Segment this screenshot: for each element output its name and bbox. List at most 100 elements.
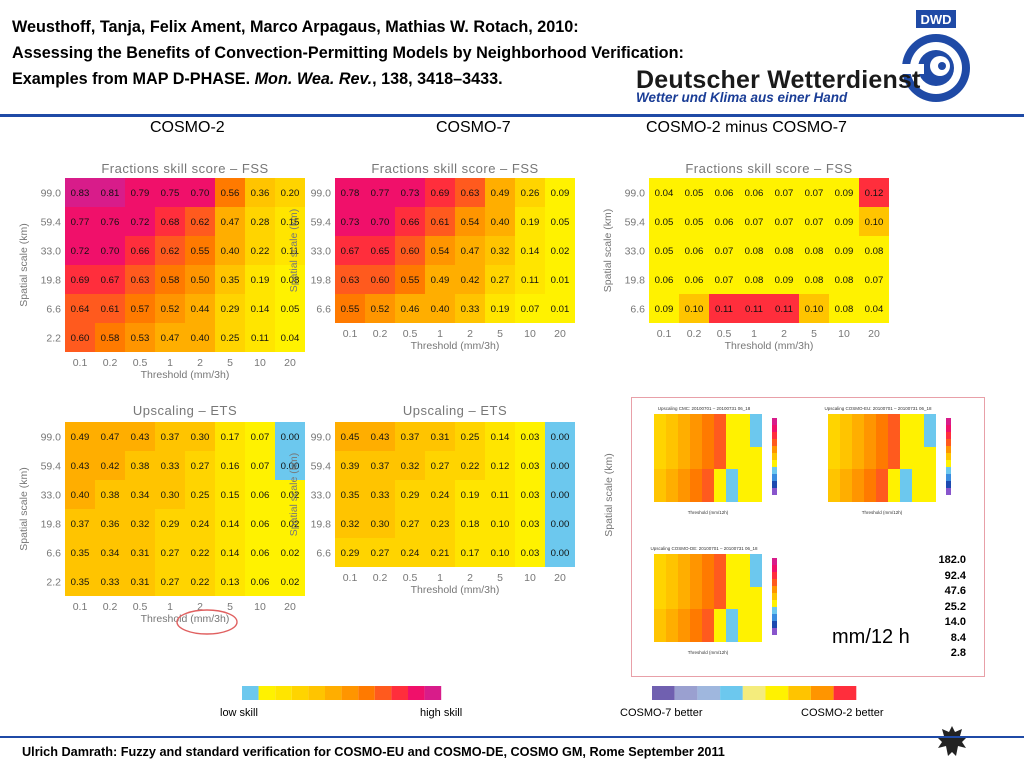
heatmap-cell [829,207,859,236]
cell-value: 0.07 [745,217,764,228]
heatmap-cell [65,323,95,352]
header-divider [0,114,1024,117]
cell-value: 0.52 [371,304,390,315]
cell-value: 0.09 [551,188,570,199]
x-tick-label: 20 [868,328,880,340]
mini-cell [714,576,726,587]
cell-value: 0.29 [341,548,360,559]
precip-unit-label: mm/12 h [832,626,910,648]
heatmap-cell [799,265,829,294]
cell-value: 0.05 [281,304,300,315]
legend-value: 2.8 [950,647,966,659]
cell-value: 0.05 [655,217,674,228]
heatmap-cell [859,294,889,323]
heatmap-cell [275,422,305,451]
mini-cell [852,436,864,447]
mini-cell [666,480,678,491]
diff-colorbar-swatch [788,686,811,700]
heatmap-cell [739,294,769,323]
heatmap-cell [185,422,215,451]
heatmap-cell [275,323,305,352]
mini-cell [750,491,762,502]
mini-cell [666,598,678,609]
heatmap-cell [859,178,889,207]
heatmap-cell [215,567,245,596]
mini-cell [738,447,750,458]
heatmap-cell [679,294,709,323]
mini-cell [678,480,690,491]
x-tick-label: 0.5 [403,328,418,340]
cell-value: 0.55 [341,304,360,315]
x-tick-label: 1 [751,328,757,340]
x-axis-label: Threshold (mm/3h) [411,340,500,352]
cell-value: 0.11 [281,246,299,257]
cell-value: 0.14 [491,432,510,443]
cell-value: 0.75 [161,188,180,199]
cell-value: 0.21 [431,548,450,559]
y-tick-label: 59.4 [41,461,62,473]
heatmap-cell [275,567,305,596]
mini-cell [750,554,762,565]
mini-cell [876,480,888,491]
mini-cell [666,436,678,447]
cell-value: 0.69 [71,275,90,286]
x-tick-label: 1 [437,572,443,584]
x-tick-label: 5 [227,357,233,369]
mini-colorbar-swatch [772,565,777,572]
cell-value: 0.24 [191,519,210,530]
mini-cell [690,447,702,458]
cell-value: 0.62 [191,217,210,228]
mini-cell [738,609,750,620]
mini-cell [876,447,888,458]
mini-cell [690,554,702,565]
mini-title: Upscaling CMC: 20100701 – 20100731 06_18 [658,406,751,411]
heatmap-cell [455,509,485,538]
y-tick-label: 19.8 [311,519,332,531]
heatmap-cell [739,178,769,207]
heatmap-cell [125,451,155,480]
mini-colorbar-swatch [946,425,951,432]
y-tick-label: 6.6 [46,548,61,560]
mini-cell [726,587,738,598]
heatmap-panel: Fractions skill score – FSS 0.78 0.77 0.73 0… [288,161,575,352]
y-tick-label: 19.8 [41,275,62,287]
panel-title: Upscaling – ETS [133,403,237,418]
cell-value: 0.15 [221,490,240,501]
heatmap-cell [455,422,485,451]
cell-value: 0.58 [161,275,180,286]
cell-value: 0.47 [461,246,480,257]
mini-cell [900,469,912,480]
panel-title: Fractions skill score – FSS [685,161,852,176]
mini-cell [876,414,888,425]
cell-value: 0.65 [371,246,390,257]
cell-value: 0.25 [461,432,480,443]
cell-value: 0.07 [775,217,794,228]
heatmap-cell [95,265,125,294]
cell-value: 0.06 [251,519,270,530]
cell-value: 0.29 [221,304,240,315]
cell-value: 0.55 [191,246,210,257]
cell-value: 0.09 [835,188,854,199]
y-tick-label: 99.0 [311,432,332,444]
heatmap-cell [545,480,575,509]
heatmap-cell [155,451,185,480]
mini-cell [864,425,876,436]
mini-heatmap: Upscaling COSMO-EU: 20100701 – 20100731 … [824,406,951,515]
cell-value: 0.72 [71,246,90,257]
legend-value: 47.6 [944,585,966,597]
heatmap-cell [245,480,275,509]
heatmap-cell [275,207,305,236]
heatmap-cell [155,323,185,352]
x-tick-label: 10 [524,572,536,584]
cell-value: 0.60 [71,333,90,344]
heatmap-cell [485,538,515,567]
heatmap-cell [515,509,545,538]
x-tick-label: 1 [167,357,173,369]
mini-cell [714,554,726,565]
cell-value: 0.43 [71,461,90,472]
heatmap-cell [769,207,799,236]
mini-cell [924,480,936,491]
heatmap-cell [679,236,709,265]
x-tick-label: 5 [497,328,503,340]
mini-cell [876,491,888,502]
